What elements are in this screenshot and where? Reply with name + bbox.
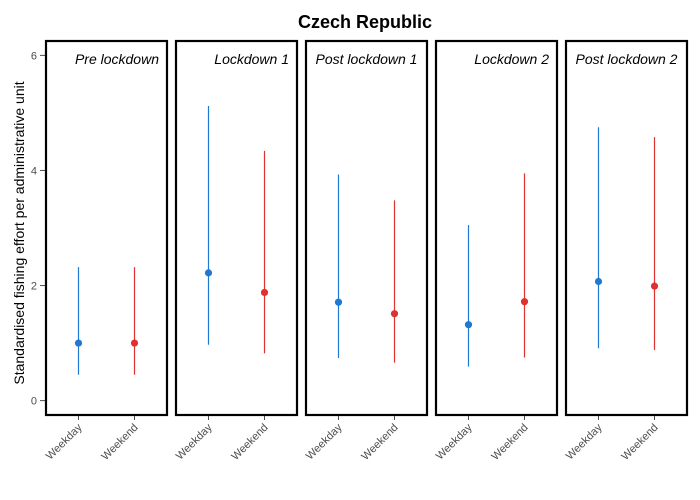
x-tick-label: Weekday <box>564 421 605 462</box>
facet-panel: Post lockdown 1 Weekday Weekend <box>304 39 429 463</box>
facet-panel: Lockdown 1 Weekday Weekend <box>174 39 299 463</box>
panel-label: Lockdown 1 <box>214 51 289 67</box>
x-tick-label: Weekend <box>229 422 270 463</box>
panel-label: Post lockdown 1 <box>316 51 418 67</box>
x-tick-label: Weekend <box>99 422 140 463</box>
y-axis-label: Standardised fishing effort per administ… <box>11 81 27 384</box>
x-tick-label: Weekend <box>489 422 530 463</box>
panel-label: Lockdown 2 <box>474 51 549 67</box>
y-tick-label: 0 <box>31 396 37 408</box>
chart-title: Czech Republic <box>298 12 432 32</box>
estimate-point <box>74 339 83 347</box>
x-tick-label: Weekday <box>434 421 475 462</box>
estimate-point <box>130 339 139 347</box>
estimate-point <box>204 269 213 277</box>
x-tick-label: Weekday <box>304 421 345 462</box>
x-tick-label: Weekday <box>174 421 215 462</box>
estimate-point <box>464 321 473 329</box>
y-axis: 0 2 4 6 <box>31 50 45 408</box>
panel-label: Post lockdown 2 <box>576 51 678 67</box>
panel-frame <box>174 39 299 417</box>
panel-frame <box>44 39 169 417</box>
y-tick-label: 2 <box>31 281 37 293</box>
y-tick-label: 6 <box>31 50 37 62</box>
facet-panel: Post lockdown 2 Weekday Weekend <box>564 39 689 463</box>
panel-label: Pre lockdown <box>75 51 159 67</box>
estimate-point <box>594 277 603 286</box>
panel-frame <box>304 39 429 417</box>
facet-panel: Lockdown 2 Weekday Weekend <box>434 39 559 463</box>
estimate-point <box>334 298 343 306</box>
facet-panel: Pre lockdown Weekday Weekend <box>44 39 169 463</box>
y-tick-label: 4 <box>31 165 37 177</box>
estimate-point <box>650 282 659 290</box>
panel-frame <box>564 39 689 417</box>
estimate-point <box>260 288 269 297</box>
panels: Pre lockdown Weekday Weekend Lockdown 1 Week… <box>44 39 689 463</box>
estimate-point <box>390 310 399 318</box>
x-tick-label: Weekend <box>619 422 660 463</box>
panel-frame <box>434 39 559 417</box>
estimate-point <box>520 298 529 306</box>
x-tick-label: Weekday <box>44 421 85 462</box>
x-tick-label: Weekend <box>359 422 400 463</box>
